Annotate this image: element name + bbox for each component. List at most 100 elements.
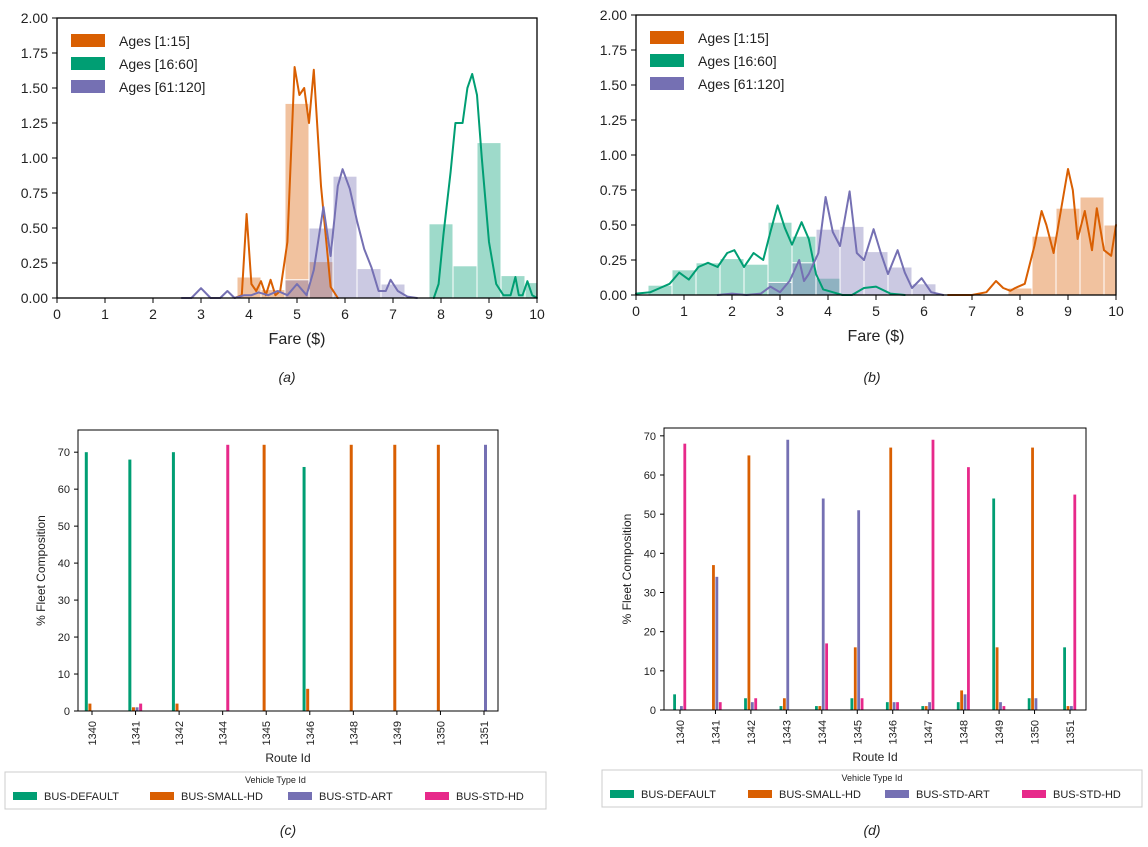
bar-1345-bus-small-hd	[853, 647, 857, 710]
y-axis-label: % Fleet Composition	[34, 515, 48, 626]
hist-bar-ages-61-120-3	[839, 225, 865, 296]
bar-1340-bus-std-art	[680, 706, 683, 710]
bar-1344-bus-std-art	[821, 498, 825, 710]
bar-1344-bus-std-hd	[226, 444, 230, 711]
y-tick-label: 1.00	[21, 150, 48, 166]
bar-1350-bus-small-hd	[436, 444, 440, 711]
legend-box	[601, 769, 1143, 808]
bar-1348-bus-small-hd	[349, 444, 353, 711]
legend-swatch-bus-std-hd	[425, 792, 449, 800]
y-tick-label: 40	[58, 558, 70, 570]
kde-line-ages-61-120	[716, 190, 945, 296]
legend-label-bus-default: BUS-DEFAULT	[44, 791, 119, 803]
bar-1346-bus-std-art	[892, 702, 896, 710]
bar-1341-bus-std-art	[715, 576, 719, 710]
bar-1345-bus-std-hd	[860, 698, 864, 710]
hist-bar-ages-16-60-2	[476, 142, 502, 299]
caption-b: (b)	[863, 369, 880, 385]
bar-1351-bus-small-hd	[1066, 706, 1070, 710]
panel-b-fare-distribution: 0 1 2 3 4 5 6 7 8 9 10 0.00 0.25 0.50 0.75 1.00 1.25 1.50…	[600, 7, 1124, 345]
legend-swatch-bus-std-art	[885, 790, 909, 798]
x-tick-label: 7	[968, 303, 976, 319]
y-tick-label: 50	[644, 509, 656, 521]
kde-line-ages-61-120	[180, 168, 418, 299]
bar-1342-bus-std-art	[750, 702, 754, 710]
x-tick-label: 7	[389, 306, 397, 322]
x-tick-label: 6	[341, 306, 349, 322]
bar-1351-bus-std-art	[484, 444, 487, 711]
bar-1342-bus-small-hd	[747, 455, 751, 710]
panel-a-fare-distribution: 0 1 2 3 4 5 6 7 8 9 10 0.00 0.25 0.50 0.75 1.00 1.25 1.50…	[21, 10, 545, 348]
y-tick-label: 50	[58, 521, 70, 533]
x-tick-label: 6	[920, 303, 928, 319]
bar-1345-bus-small-hd	[262, 444, 266, 711]
x-tick-label: 4	[245, 306, 253, 322]
x-tick-label: 5	[872, 303, 880, 319]
hist-bar-ages-61-120-3	[356, 268, 382, 299]
bar-1341-bus-std-hd	[718, 702, 722, 710]
x-tick-label: 1350	[1030, 720, 1042, 744]
x-tick-label: 1348	[348, 721, 360, 745]
x-tick-label: 1344	[817, 720, 829, 744]
bar-1341-bus-small-hd	[131, 707, 135, 711]
x-tick-label: 1	[680, 303, 688, 319]
legend-swatch-bus-default	[610, 790, 634, 798]
x-tick-label: 10	[529, 306, 545, 322]
caption-d: (d)	[863, 822, 880, 838]
bar-1344-bus-std-hd	[825, 643, 829, 710]
bar-1341-bus-std-art	[135, 707, 139, 711]
bar-1342-bus-small-hd	[175, 703, 179, 711]
kde-line-ages-16-60	[432, 73, 538, 299]
x-tick-label: 0	[53, 306, 61, 322]
bar-1340-bus-small-hd	[88, 703, 92, 711]
x-tick-label: 1346	[888, 720, 900, 744]
x-tick-label: 9	[485, 306, 493, 322]
y-axis-label: % Fleet Composition	[620, 514, 634, 625]
bar-1342-bus-default	[744, 698, 747, 710]
y-tick-label: 0.00	[600, 287, 627, 303]
y-tick-label: 0	[650, 705, 656, 717]
legend-swatch-ages-1-15	[650, 31, 684, 44]
hist-bar-ages-16-60-3	[719, 258, 745, 296]
x-tick-label: 1	[101, 306, 109, 322]
x-tick-label: 1345	[261, 721, 273, 745]
y-tick-label: 60	[644, 470, 656, 482]
x-axis-label: Fare ($)	[269, 331, 326, 348]
legend-swatch-bus-default	[13, 792, 37, 800]
x-tick-label: 3	[197, 306, 205, 322]
y-tick-label: 1.25	[600, 112, 627, 128]
caption-c: (c)	[280, 822, 296, 838]
y-tick-label: 70	[644, 431, 656, 443]
x-tick-label: 10	[1108, 303, 1124, 319]
hist-bar-ages-16-60-0	[647, 284, 673, 296]
x-tick-label: 1344	[218, 721, 230, 745]
x-tick-label: 1342	[174, 721, 186, 745]
bar-1343-bus-std-art	[786, 439, 790, 710]
hist-bar-ages-16-60-4	[743, 263, 769, 296]
bar-1350-bus-std-art	[1034, 698, 1038, 710]
y-tick-label: 2.00	[600, 7, 627, 23]
bar-1345-bus-std-art	[857, 510, 861, 710]
panel-d-fleet-composition: 1340 1341 1342 1343 1344 1345 1346 1347 1348 1349…	[601, 427, 1143, 808]
bar-1351-bus-default	[1063, 647, 1066, 710]
legend-label-bus-std-hd: BUS-STD-HD	[1053, 789, 1121, 801]
y-tick-label: 60	[58, 484, 70, 496]
y-tick-label: 20	[644, 627, 656, 639]
x-tick-label: 1343	[781, 720, 793, 744]
bar-1347-bus-std-hd	[931, 439, 935, 710]
bar-1348-bus-default	[956, 702, 960, 710]
legend-swatch-bus-std-hd	[1022, 790, 1046, 798]
x-tick-label: 5	[293, 306, 301, 322]
legend-label-ages-16-60: Ages [16:60]	[119, 56, 198, 72]
legend-title: Vehicle Type Id	[245, 775, 306, 785]
y-tick-label: 40	[644, 548, 656, 560]
bar-1344-bus-small-hd	[818, 706, 822, 710]
hist-bar-ages-16-60-2	[695, 262, 721, 296]
x-tick-label: 1347	[923, 720, 935, 744]
legend-label-bus-small-hd: BUS-SMALL-HD	[779, 789, 861, 801]
y-tick-label: 1.00	[600, 147, 627, 163]
y-tick-label: 20	[58, 632, 70, 644]
legend-swatch-ages-61-120	[71, 80, 105, 93]
x-tick-label: 8	[437, 306, 445, 322]
